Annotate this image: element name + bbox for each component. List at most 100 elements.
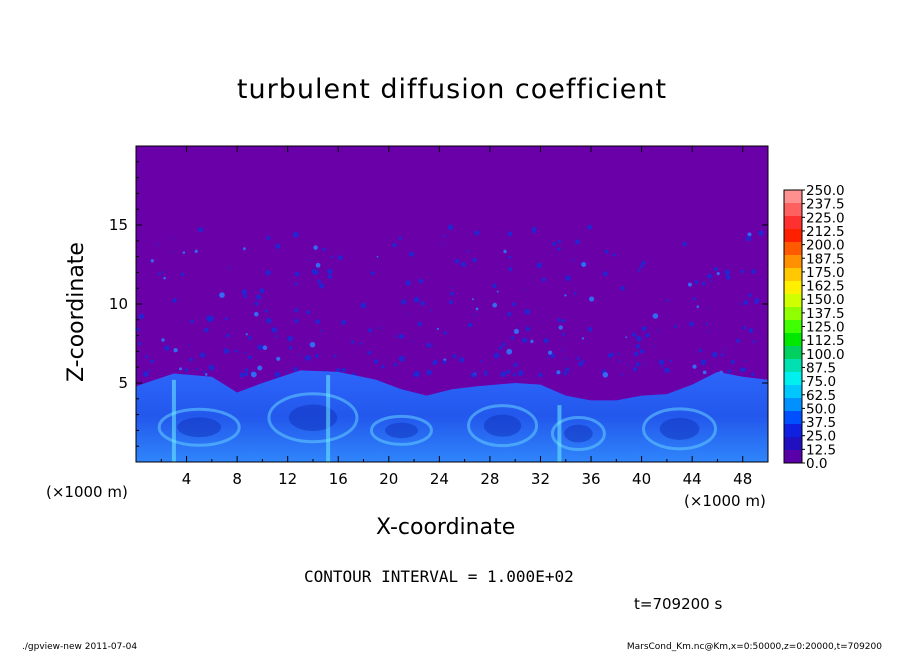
speckle	[692, 297, 696, 301]
colorbar-swatch	[784, 307, 802, 321]
x-tick-label: 20	[379, 470, 398, 488]
speckle	[250, 371, 257, 378]
speckle	[710, 280, 713, 283]
speckle	[689, 321, 695, 327]
speckle	[712, 351, 718, 358]
speckle	[612, 253, 617, 257]
speckle	[541, 277, 546, 282]
speckle	[550, 353, 556, 359]
speckle	[254, 301, 259, 306]
speckle	[460, 261, 467, 268]
colorbar-label: 237.5	[806, 197, 845, 213]
speckle	[409, 313, 411, 315]
speckle	[138, 342, 142, 346]
colorbar-label: 137.5	[806, 306, 845, 322]
speckle	[575, 239, 580, 245]
colorbar-label: 112.5	[806, 333, 845, 349]
speckle	[724, 269, 730, 276]
colorbar-swatch	[784, 424, 802, 438]
speckle	[337, 255, 343, 261]
speckle	[262, 345, 268, 351]
speckle	[492, 283, 497, 289]
speckle	[315, 319, 320, 325]
turbulent-speckles	[135, 224, 764, 378]
speckle	[398, 333, 404, 339]
colorbar-swatch	[784, 398, 802, 412]
speckle	[473, 313, 476, 316]
speckle	[452, 354, 457, 359]
speckle	[224, 317, 228, 321]
contour-interval-label: CONTOUR INTERVAL = 1.000E+02	[304, 567, 574, 586]
speckle	[562, 332, 565, 336]
colorbar-swatch	[784, 359, 802, 373]
speckle	[294, 271, 300, 277]
speckle	[378, 326, 381, 330]
speckle	[315, 262, 321, 268]
speckle	[327, 274, 333, 279]
speckle	[310, 356, 313, 359]
speckle	[632, 367, 638, 372]
speckle	[190, 319, 194, 324]
colorbar-swatch	[784, 450, 802, 464]
speckle	[641, 260, 646, 266]
speckle	[442, 360, 447, 365]
speckle	[411, 340, 414, 342]
speckle	[556, 370, 561, 375]
speckle	[492, 302, 498, 308]
speckle	[208, 364, 215, 371]
speckle	[696, 305, 700, 309]
speckle	[405, 280, 411, 286]
speckle	[275, 335, 279, 338]
speckle	[202, 370, 206, 374]
speckle	[228, 266, 231, 269]
eddy-core	[483, 414, 522, 437]
speckle	[164, 345, 170, 351]
speckle	[740, 269, 745, 274]
colorbar-label: 87.5	[806, 360, 836, 376]
speckle	[748, 328, 754, 334]
speckle	[582, 359, 585, 363]
colorbar-swatch	[784, 385, 802, 399]
speckle	[721, 353, 724, 357]
speckle	[351, 340, 355, 344]
colorbar-swatch	[784, 268, 802, 282]
colorbar-swatch	[784, 437, 802, 451]
colorbar-label: 100.0	[806, 347, 845, 363]
eddy-core	[659, 417, 700, 440]
speckle	[418, 278, 424, 284]
speckle	[656, 329, 658, 332]
speckle	[188, 343, 190, 346]
speckle	[257, 365, 263, 371]
speckle	[507, 231, 513, 237]
time-label: t=709200 s	[634, 595, 723, 613]
speckle	[401, 299, 407, 305]
speckle	[661, 365, 664, 369]
speckle	[436, 327, 439, 330]
colorbar-label: 37.5	[806, 415, 836, 431]
speckle	[506, 369, 511, 375]
colorbar-label: 12.5	[806, 442, 836, 458]
speckle	[413, 371, 419, 378]
speckle	[309, 341, 316, 348]
colorbar-swatch	[784, 203, 802, 217]
speckle	[564, 338, 566, 340]
speckle	[716, 272, 720, 276]
speckle	[530, 339, 534, 344]
speckle	[368, 328, 373, 333]
speckle	[180, 272, 185, 277]
speckle	[702, 370, 707, 375]
speckle	[294, 318, 299, 324]
speckle	[223, 348, 230, 354]
colorbar-swatch	[784, 190, 802, 204]
speckle	[370, 271, 375, 276]
y-tick-label: 10	[109, 295, 128, 313]
speckle	[319, 329, 322, 332]
speckle	[522, 289, 525, 292]
speckle	[747, 232, 752, 237]
speckle	[521, 337, 528, 343]
updraft-streak	[171, 379, 176, 462]
colorbar-swatch	[784, 294, 802, 308]
speckle	[204, 327, 209, 333]
eddy-core	[177, 417, 222, 438]
speckle	[392, 242, 397, 248]
